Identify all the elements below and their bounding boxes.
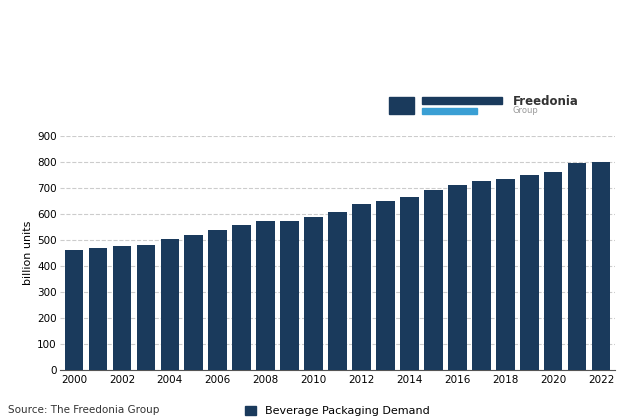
Bar — [112, 246, 131, 370]
Bar — [161, 240, 179, 370]
Bar — [208, 230, 227, 370]
Text: Group: Group — [512, 106, 538, 115]
Bar — [422, 107, 477, 114]
Legend: Beverage Packaging Demand: Beverage Packaging Demand — [245, 406, 430, 416]
Y-axis label: billion units: billion units — [23, 221, 33, 285]
Bar — [376, 201, 395, 370]
Bar — [592, 162, 610, 370]
Text: Source: The Freedonia Group: Source: The Freedonia Group — [8, 405, 159, 415]
Bar — [389, 97, 414, 114]
Bar — [328, 212, 347, 370]
Bar — [422, 97, 502, 104]
Bar — [89, 248, 107, 370]
Bar — [472, 181, 490, 370]
Bar — [65, 250, 84, 370]
Bar — [544, 172, 563, 370]
Bar — [185, 235, 203, 370]
Bar — [232, 225, 251, 370]
Text: Figure 3-1.
Beverage Packaging Demand,
2000 – 2022
(billion units): Figure 3-1. Beverage Packaging Demand, 2… — [11, 6, 198, 59]
Bar — [496, 179, 514, 370]
Bar — [568, 163, 587, 370]
Bar — [352, 204, 371, 370]
Bar — [424, 191, 443, 370]
Bar — [136, 245, 155, 370]
Bar — [304, 217, 323, 370]
Bar — [256, 221, 275, 370]
Bar — [448, 185, 467, 370]
Bar — [400, 197, 419, 370]
Bar — [520, 176, 539, 370]
Bar — [280, 221, 299, 370]
Text: Freedonia: Freedonia — [512, 95, 578, 108]
